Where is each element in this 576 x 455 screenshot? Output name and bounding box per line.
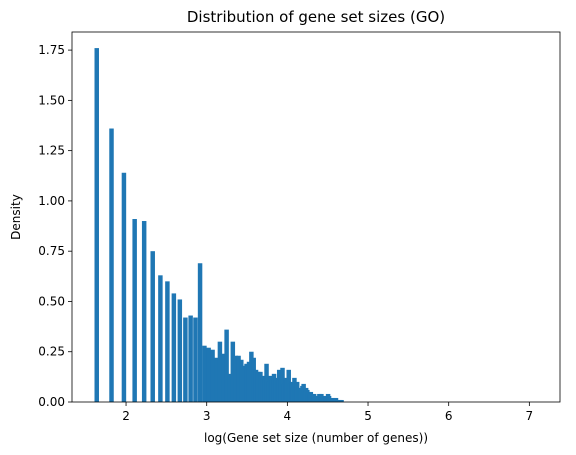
histogram-bar	[221, 353, 226, 402]
histogram-bar	[239, 359, 244, 402]
plot-frame	[71, 31, 561, 403]
histogram-bar	[188, 315, 193, 402]
x-ticks-group: 2 3 4 5 6 7	[122, 402, 533, 423]
x-axis-label: log(Gene set size (number of genes))	[204, 431, 428, 445]
bars-group	[94, 48, 344, 403]
y-tick-label: 0.25	[38, 345, 65, 359]
y-tick-label: 1.25	[38, 144, 65, 158]
histogram-bar	[150, 251, 155, 402]
histogram-bar	[158, 275, 163, 402]
histogram-bar	[230, 341, 236, 402]
y-axis-label: Density	[9, 194, 23, 240]
histogram-bar	[109, 128, 114, 402]
x-tick-label: 2	[122, 409, 130, 423]
histogram-bar	[165, 281, 170, 402]
histogram-bar	[236, 355, 241, 402]
histogram-bar	[339, 399, 344, 402]
x-tick-label: 6	[445, 409, 453, 423]
histogram-bar	[246, 361, 252, 402]
y-tick-label: 1.00	[38, 194, 65, 208]
histogram-bar	[141, 221, 147, 402]
histogram-bar	[121, 172, 127, 402]
histogram-bar	[249, 351, 254, 402]
histogram-bar	[132, 219, 137, 402]
y-tick-label: 0.50	[38, 294, 65, 308]
histogram-bar	[233, 355, 238, 402]
y-tick-label: 1.50	[38, 93, 65, 107]
histogram-bar	[94, 48, 99, 403]
y-ticks-group: 0.00 0.25 0.50 0.75 1.00 1.25 1.50 1.75	[38, 43, 72, 409]
histogram-bar	[251, 357, 256, 402]
histogram-bar	[197, 263, 203, 402]
histogram-bar	[217, 341, 223, 402]
x-tick-label: 3	[203, 409, 211, 423]
histogram-bar	[214, 357, 219, 402]
histogram-bar	[206, 347, 211, 402]
y-tick-label: 0.00	[38, 395, 65, 409]
y-tick-label: 1.75	[38, 43, 65, 57]
histogram-bar	[210, 349, 215, 402]
chart-title: Distribution of gene set sizes (GO)	[187, 8, 445, 26]
x-tick-label: 4	[284, 409, 292, 423]
histogram-bar	[224, 329, 229, 402]
histogram-bar	[227, 373, 232, 402]
x-tick-label: 5	[364, 409, 372, 423]
histogram-bar	[202, 345, 207, 402]
histogram-bar	[177, 299, 183, 402]
histogram-bar	[171, 293, 177, 402]
histogram-bar	[193, 317, 198, 402]
x-tick-label: 7	[526, 409, 534, 423]
y-tick-label: 0.75	[38, 244, 65, 258]
histogram-bar	[244, 363, 249, 402]
histogram-bar	[241, 365, 247, 402]
histogram-bar	[183, 317, 188, 402]
